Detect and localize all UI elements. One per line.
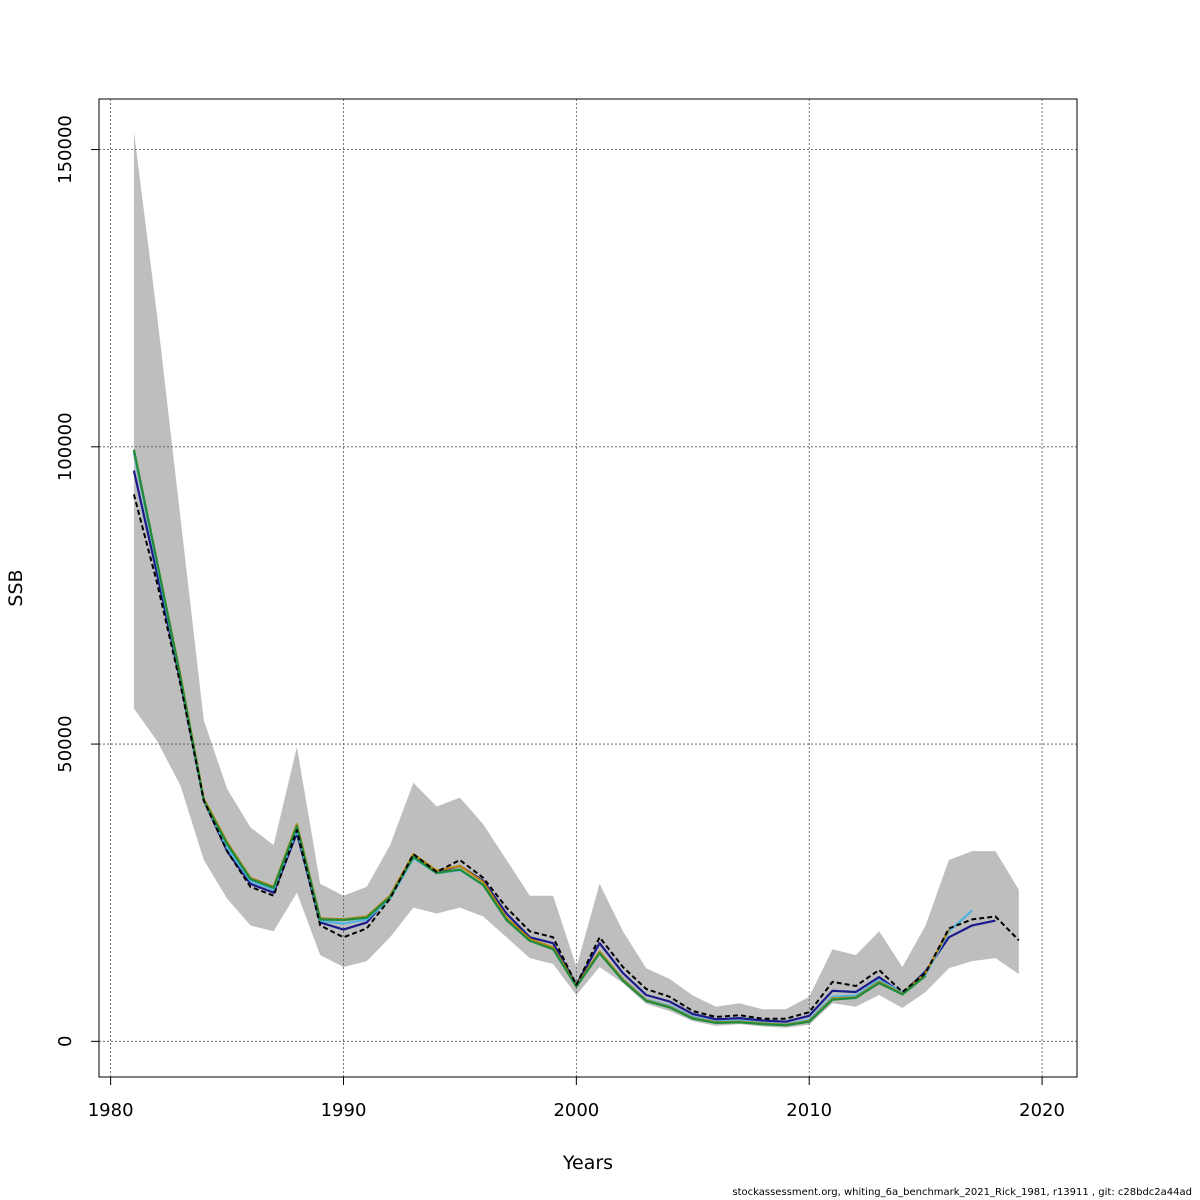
y-axis-title: SSB (5, 569, 27, 606)
x-tick-label: 2020 (1019, 1100, 1065, 1121)
x-axis: 1980 1990 2000 2010 2020 (88, 1076, 1065, 1121)
y-tick-label: 150000 (55, 115, 76, 184)
confidence-band (133, 131, 1019, 1028)
x-tick-label: 1980 (88, 1100, 134, 1121)
y-tick-label: 50000 (55, 715, 76, 772)
x-tick-label: 1990 (321, 1100, 367, 1121)
x-axis-title: Years (562, 1152, 613, 1174)
footer-credit: stockassessment.org, whiting_6a_benchmar… (732, 1187, 1192, 1198)
series-line-0 (132, 494, 1020, 1020)
x-tick-label: 2000 (553, 1100, 599, 1121)
y-axis: 0 50000 100000 150000 (55, 115, 100, 1047)
grid-layer (99, 99, 1077, 1077)
y-tick-label: 100000 (55, 412, 76, 481)
x-tick-label: 2010 (786, 1100, 832, 1121)
series-layer (132, 449, 1020, 1027)
series-line-4 (132, 449, 927, 1027)
confidence-band-layer (133, 131, 1019, 1028)
y-tick-label: 0 (55, 1036, 76, 1047)
